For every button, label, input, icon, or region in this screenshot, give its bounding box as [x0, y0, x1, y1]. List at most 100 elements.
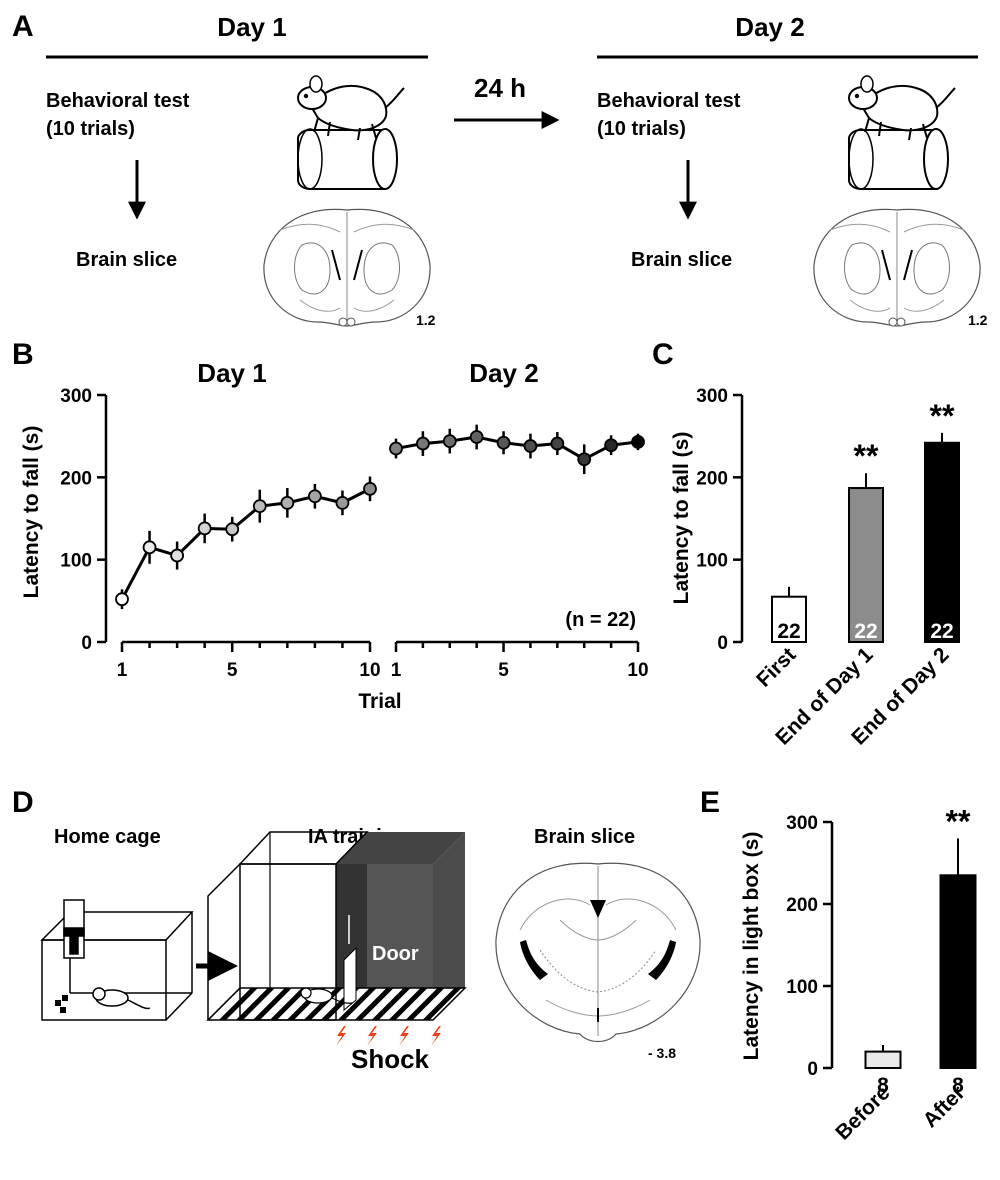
chart-c-category-label: First [752, 643, 800, 691]
chart-b-xtick-label: 10 [359, 660, 380, 681]
chart-b-data-point [550, 436, 565, 451]
chart-b-xtick-label: 5 [498, 660, 509, 681]
chart-b-data-point [631, 435, 645, 449]
chart-e-ytick-label: 0 [807, 1059, 818, 1080]
chart-e-y-ticks: 0 100 200 300 [786, 813, 832, 1080]
chart-e-ytick-label: 200 [786, 895, 818, 916]
chart-c-significance: ** [854, 438, 879, 474]
chart-b-ytick-label: 300 [60, 386, 92, 407]
chart-b-data-point [469, 430, 484, 444]
chart-b-data-point [577, 452, 592, 467]
panel-d: D Home cage IA training Brain slice [12, 786, 701, 1074]
chart-b-data-point [389, 441, 403, 456]
coronal-brain-slice-posterior: - 3.8 [495, 862, 701, 1061]
chart-b-xtick-label: 5 [227, 660, 238, 681]
slice-coordinate-day2: 1.2 [968, 312, 988, 328]
chart-b-data-point [442, 434, 457, 449]
chart-c-bar [771, 595, 807, 644]
chart-b-xtick-label: 1 [391, 660, 402, 681]
panel-label-c: C [652, 338, 674, 371]
day1-slice-label: Brain slice [76, 249, 177, 271]
ia-training-box-illustration [206, 831, 467, 1021]
coronal-brain-slice-day2: 1.2 [813, 208, 988, 328]
home-cage-title: Home cage [54, 826, 161, 848]
day2-title: Day 2 [735, 12, 804, 42]
chart-b-data-point [225, 522, 240, 537]
chart-c-ytick-label: 100 [696, 551, 728, 572]
chart-e-significance: ** [946, 803, 971, 839]
interval-label: 24 h [474, 73, 526, 103]
chart-b-ylabel: Latency to fall (s) [20, 426, 43, 599]
chart-c-significance: ** [930, 398, 955, 434]
rotarod-mouse-illustration-day1 [296, 75, 405, 190]
chart-e-ylabel: Latency in light box (s) [740, 832, 763, 1061]
shock-bolt-icon [431, 1026, 441, 1046]
chart-b-data-point [280, 495, 295, 510]
chart-c-bar [848, 487, 884, 643]
chart-b-title-day2: Day 2 [469, 358, 538, 388]
shock-bolt-icon [367, 1026, 377, 1046]
chart-c-ytick-label: 0 [717, 633, 728, 654]
chart-e-category-label: Before [831, 1081, 894, 1144]
chart-b-data-point [604, 438, 619, 453]
chart-e-bar [939, 874, 977, 1069]
chart-c-n-label: 22 [930, 620, 953, 643]
chart-b-x-ticks: 1 5 10 1 5 10 [117, 642, 649, 681]
chart-b-ytick-label: 100 [60, 551, 92, 572]
chart-b-data-point [415, 436, 430, 451]
chart-e-ytick-label: 300 [786, 813, 818, 834]
chart-c-n-label: 22 [854, 620, 877, 643]
shock-label: Shock [351, 1044, 430, 1074]
day1-title: Day 1 [217, 12, 286, 42]
chart-c-ylabel: Latency to fall (s) [670, 432, 693, 605]
chart-b-data-point [363, 481, 377, 496]
rotarod-mouse-illustration-day2 [847, 75, 956, 190]
chart-e-n-label: 8 [877, 1074, 889, 1097]
chart-b-data-point [252, 499, 267, 514]
day1-test-line2: (10 trials) [46, 118, 135, 140]
chart-b-ytick-label: 200 [60, 468, 92, 489]
chart-c-n-label: 22 [777, 620, 800, 643]
chart-b-xlabel: Trial [358, 690, 401, 713]
panel-b: B Day 1 Day 2 Latency to fall (s) 0 100 20… [12, 338, 649, 713]
shock-bolt-icon [399, 1026, 409, 1046]
chart-b-data-point [197, 521, 212, 536]
home-cage-illustration [40, 899, 194, 1021]
chart-b-data-point [307, 489, 322, 504]
chart-c-ytick-label: 300 [696, 386, 728, 407]
panel-label-e: E [700, 786, 720, 819]
day2-test-line2: (10 trials) [597, 118, 686, 140]
chart-c-ytick-label: 200 [696, 468, 728, 489]
day2-slice-label: Brain slice [631, 249, 732, 271]
chart-e-n-label: 8 [952, 1074, 964, 1097]
shock-bolts [336, 1026, 441, 1046]
chart-b-data-point [523, 439, 538, 453]
chart-b-series-line [120, 487, 371, 600]
chart-b-data-point [170, 548, 185, 563]
chart-b-data-point [335, 495, 350, 510]
chart-b-y-ticks: 0 100 200 300 [60, 386, 106, 654]
chart-b-xtick-label: 10 [627, 660, 648, 681]
chart-b-series [115, 424, 645, 610]
chart-c-y-ticks: 0 100 200 300 [696, 386, 742, 654]
chart-b-data-point [496, 435, 511, 450]
door-label: Door [372, 943, 419, 965]
chart-b-xtick-label: 1 [117, 660, 128, 681]
panel-label-d: D [12, 786, 34, 819]
panel-label-a: A [12, 10, 34, 43]
chart-c-bar [924, 441, 960, 643]
chart-b-title-day1: Day 1 [197, 358, 266, 388]
day2-test-line1: Behavioral test [597, 90, 741, 112]
brain-slice-title: Brain slice [534, 826, 635, 848]
chart-e-ytick-label: 100 [786, 977, 818, 998]
chart-b-n-annotation: (n = 22) [565, 609, 636, 631]
shock-bolt-icon [336, 1026, 346, 1046]
chart-b-data-point [115, 592, 129, 607]
day1-test-line1: Behavioral test [46, 90, 190, 112]
slice-coordinate-day1: 1.2 [416, 312, 436, 328]
chart-b-series-line [395, 435, 639, 461]
panel-a: A Day 1 Day 2 24 h Behavioral test (10 t… [12, 10, 988, 328]
